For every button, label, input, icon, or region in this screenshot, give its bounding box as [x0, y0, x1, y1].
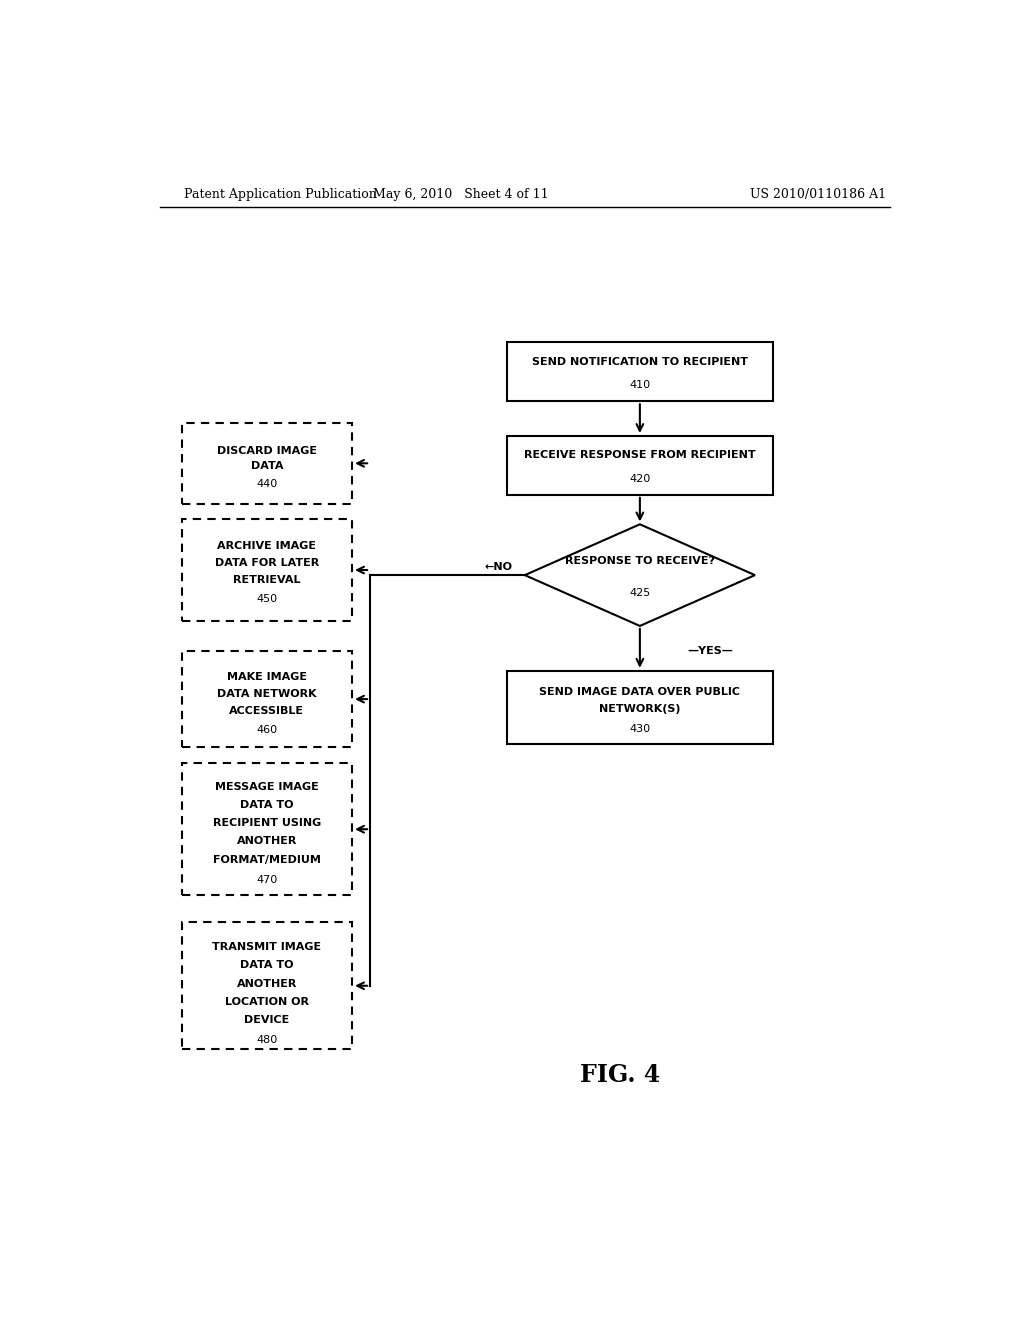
- Bar: [181, 763, 352, 895]
- Text: May 6, 2010   Sheet 4 of 11: May 6, 2010 Sheet 4 of 11: [374, 189, 549, 202]
- Text: MESSAGE IMAGE: MESSAGE IMAGE: [215, 781, 318, 792]
- Text: 460: 460: [256, 725, 278, 735]
- Text: FORMAT/MEDIUM: FORMAT/MEDIUM: [213, 855, 321, 865]
- Polygon shape: [524, 524, 755, 626]
- Bar: [507, 436, 773, 495]
- Bar: [181, 422, 352, 504]
- Text: 425: 425: [629, 589, 650, 598]
- Text: RECIPIENT USING: RECIPIENT USING: [213, 818, 321, 828]
- Text: —YES—: —YES—: [687, 647, 733, 656]
- Text: 410: 410: [630, 380, 650, 389]
- Bar: [181, 519, 352, 620]
- Text: 420: 420: [629, 474, 650, 483]
- Text: 430: 430: [630, 723, 650, 734]
- Bar: [181, 651, 352, 747]
- Text: NETWORK(S): NETWORK(S): [599, 705, 681, 714]
- Text: 440: 440: [256, 479, 278, 488]
- Text: ANOTHER: ANOTHER: [237, 837, 297, 846]
- Text: DEVICE: DEVICE: [245, 1015, 290, 1026]
- Text: 470: 470: [256, 875, 278, 884]
- Text: DATA TO: DATA TO: [241, 800, 294, 810]
- Bar: [507, 342, 773, 401]
- Text: Patent Application Publication: Patent Application Publication: [183, 189, 376, 202]
- Text: SEND NOTIFICATION TO RECIPIENT: SEND NOTIFICATION TO RECIPIENT: [531, 356, 748, 367]
- Bar: [507, 671, 773, 744]
- Text: FIG. 4: FIG. 4: [580, 1063, 660, 1088]
- Bar: [181, 923, 352, 1049]
- Text: RETRIEVAL: RETRIEVAL: [233, 576, 301, 585]
- Text: MAKE IMAGE: MAKE IMAGE: [227, 672, 307, 681]
- Text: ANOTHER: ANOTHER: [237, 978, 297, 989]
- Text: DATA: DATA: [251, 462, 283, 471]
- Text: SEND IMAGE DATA OVER PUBLIC: SEND IMAGE DATA OVER PUBLIC: [540, 686, 740, 697]
- Text: US 2010/0110186 A1: US 2010/0110186 A1: [751, 189, 887, 202]
- Text: DISCARD IMAGE: DISCARD IMAGE: [217, 446, 316, 457]
- Text: DATA FOR LATER: DATA FOR LATER: [215, 558, 319, 568]
- Text: ACCESSIBLE: ACCESSIBLE: [229, 706, 304, 717]
- Text: 480: 480: [256, 1035, 278, 1044]
- Text: 450: 450: [256, 594, 278, 603]
- Text: LOCATION OR: LOCATION OR: [225, 997, 309, 1007]
- Text: ←NO: ←NO: [485, 562, 513, 572]
- Text: RESPONSE TO RECEIVE?: RESPONSE TO RECEIVE?: [565, 556, 715, 566]
- Text: TRANSMIT IMAGE: TRANSMIT IMAGE: [212, 942, 322, 952]
- Text: DATA NETWORK: DATA NETWORK: [217, 689, 316, 700]
- Text: RECEIVE RESPONSE FROM RECIPIENT: RECEIVE RESPONSE FROM RECIPIENT: [524, 450, 756, 461]
- Text: DATA TO: DATA TO: [241, 961, 294, 970]
- Text: ARCHIVE IMAGE: ARCHIVE IMAGE: [217, 541, 316, 550]
